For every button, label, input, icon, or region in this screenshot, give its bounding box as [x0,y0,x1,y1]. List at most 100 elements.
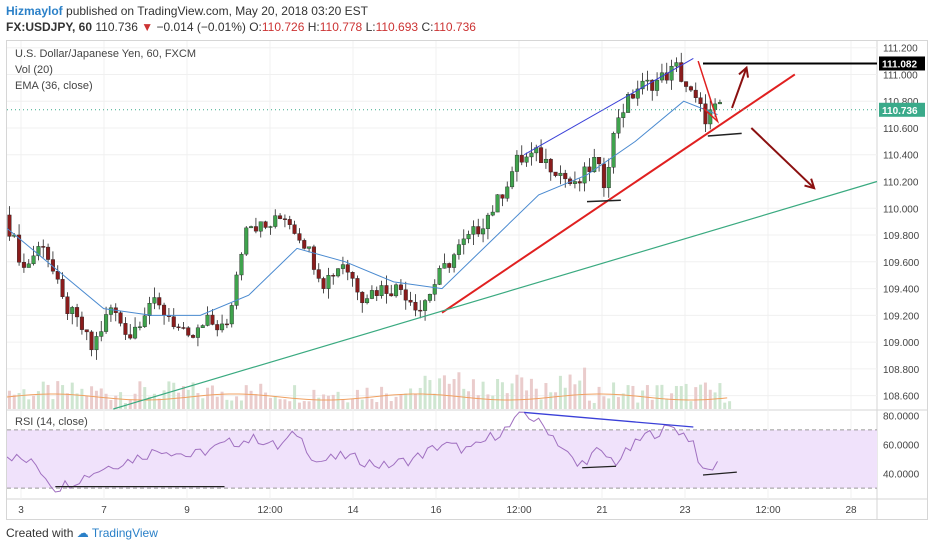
volume-bar [235,396,239,409]
volume-bar [90,386,94,409]
volume-bar [631,385,635,409]
price-tick-label: 109.200 [883,311,920,322]
volume-bar [728,401,732,409]
open-label: O: [249,20,262,34]
volume-bar [573,384,577,409]
volume-bar [626,385,630,409]
candle-body [282,218,287,220]
chart-svg[interactable]: 3 7 9 12:00 14 16 12:00 21 23 12:00 28 111.200 111.0… [7,41,927,519]
candle-body [210,314,215,325]
volume-bar [7,390,11,409]
ema-line [7,100,718,316]
candle-body [485,214,490,229]
candle-body [452,254,457,268]
volume-bar [268,398,272,409]
volume-bar [119,392,123,409]
author-link[interactable]: Hizmaylof [6,4,63,18]
candle-body [698,97,703,105]
candle-body [7,214,12,237]
volume-bar [616,397,620,409]
volume-bar [607,398,611,409]
volume-bar [496,378,500,409]
volume-bar [694,387,698,409]
volume-bar [462,388,466,409]
candle-body [524,156,529,163]
chart-frame[interactable]: 3 7 9 12:00 14 16 12:00 21 23 12:00 28 111.200 111.0… [6,40,928,520]
candle-body [621,112,626,118]
rsi-low-mark [702,471,737,476]
candle-body [403,289,408,301]
candle-body [186,327,191,336]
volume-bar [331,394,335,409]
price-tick-label: 110.400 [883,151,919,162]
volume-bar [244,385,248,409]
close-value: 110.736 [433,20,476,34]
candle-body [55,271,60,280]
volume-bar [215,396,219,409]
volume-bar [167,381,171,409]
candle-body [539,147,544,163]
volume-bar [249,390,253,409]
price-tick-label: 111.000 [883,70,918,81]
candle-body [413,301,418,311]
tradingview-link[interactable]: TradingView [91,526,158,540]
volume-bar [689,401,693,409]
volume-bar [500,382,504,409]
candle-body [147,303,152,316]
candle-body [674,62,679,67]
candle-body [592,157,597,173]
volume-bar [346,402,350,409]
volume-bar [201,398,205,409]
volume-bar [355,389,359,409]
volume-bar [486,394,490,409]
candle-body [123,323,128,335]
candle-body [693,89,698,98]
volume-bar [293,385,297,409]
time-tick-label: 16 [430,505,442,516]
candle-body [679,62,684,82]
volume-bar [220,391,224,409]
volume-bar [51,399,55,409]
volume-bar [46,384,50,409]
price-tick-label: 108.600 [883,392,920,403]
candle-body [340,264,345,269]
candle-body [118,312,123,324]
candle-body [500,194,505,199]
arrow-up-shaft [731,67,748,109]
volume-bar [447,383,451,409]
high-value: 110.778 [319,20,363,34]
created-with-label: Created with [6,526,74,540]
candle-body [21,262,26,268]
volume-bar [75,393,79,409]
candle-body [253,226,258,232]
candle-body [297,233,302,241]
volume-bar [114,395,118,409]
volume-bar [592,402,596,409]
candle-body [437,268,442,285]
volume-bar [41,381,45,409]
volume-bar [674,385,678,409]
candle-body [108,307,113,315]
candle-body [316,269,321,279]
volume-bar [505,393,509,409]
volume-bar [254,394,258,409]
support-mark [586,199,621,203]
candle-body [65,296,70,314]
volume-bar [433,393,437,409]
long-trendline [113,180,878,410]
rsi-tick-label: 60.0000 [883,440,920,451]
volume-bar [563,387,567,409]
candle-body [640,80,645,90]
volume-bar [264,392,268,409]
candle-body [31,255,36,265]
volume-bar [99,388,103,409]
candle-body [553,171,558,176]
volume-bar [621,393,625,409]
candle-body [292,224,297,234]
price-tick-label: 110.200 [883,178,919,189]
time-tick-label: 12:00 [257,505,282,516]
rsi-tick-label: 80.0000 [883,411,920,422]
candle-body [258,221,263,232]
candle-body [650,79,655,91]
candle-body [75,307,80,318]
